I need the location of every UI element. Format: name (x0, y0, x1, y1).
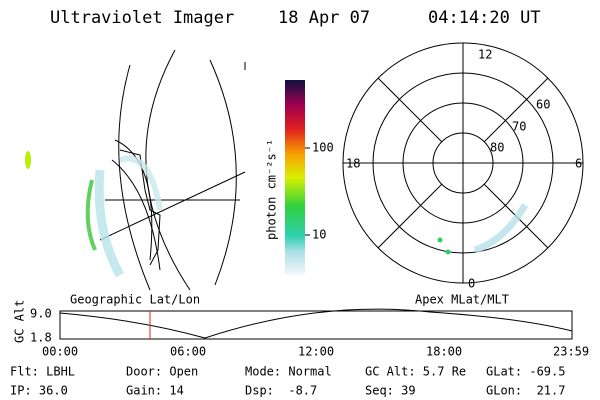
footer-field: IP: 36.0 (10, 384, 68, 398)
colorbar-tick-label: 100 (312, 141, 334, 155)
colorbar-label: photon cm⁻²s⁻¹ (265, 139, 279, 240)
time-tick: 00:00 (42, 345, 78, 359)
alt-label: GC Alt (13, 300, 27, 343)
time-tick: 06:00 (170, 345, 206, 359)
geo-label: Geographic Lat/Lon (70, 293, 200, 307)
footer-field: Mode: Normal (245, 365, 332, 379)
footer-field: GC Alt: 5.7 Re (365, 365, 466, 379)
mlt-label: 18 (346, 157, 360, 171)
colorbar-tick-label: 10 (312, 228, 326, 242)
mlt-label: 0 (468, 277, 475, 291)
time-tick: 18:00 (426, 345, 462, 359)
mlt-label: 6 (575, 157, 582, 171)
footer-field: Gain: 14 (126, 384, 184, 398)
lat-label: 80 (490, 141, 504, 155)
footer-field: Seq: 39 (365, 384, 416, 398)
footer-field: GLat: -69.5 (486, 365, 565, 379)
colorbar (285, 80, 305, 275)
footer-field: Dsp: -8.7 (245, 384, 317, 398)
time-tick: 12:00 (298, 345, 334, 359)
time: 04:14:20 UT (428, 8, 541, 28)
lat-label: 70 (512, 120, 526, 134)
date: 18 Apr 07 (278, 8, 370, 28)
mlt-label: 12 (478, 48, 492, 62)
aurora-spot (25, 151, 31, 169)
geo-map (25, 49, 246, 291)
lat-label: 60 (536, 98, 550, 112)
polar-grid (342, 42, 584, 284)
altitude-curve (59, 308, 573, 339)
altitude-frame (59, 310, 573, 340)
footer-field: Door: Open (126, 365, 198, 379)
footer-field: GLon: 21.7 (486, 384, 565, 398)
time-tick: 23:59 (553, 345, 589, 359)
alt-tick: 1.8 (30, 331, 52, 345)
alt-tick: 9.0 (30, 307, 52, 321)
title: Ultraviolet Imager (50, 8, 234, 28)
footer-field: Flt: LBHL (10, 365, 75, 379)
polar-label: Apex MLat/MLT (415, 293, 509, 307)
